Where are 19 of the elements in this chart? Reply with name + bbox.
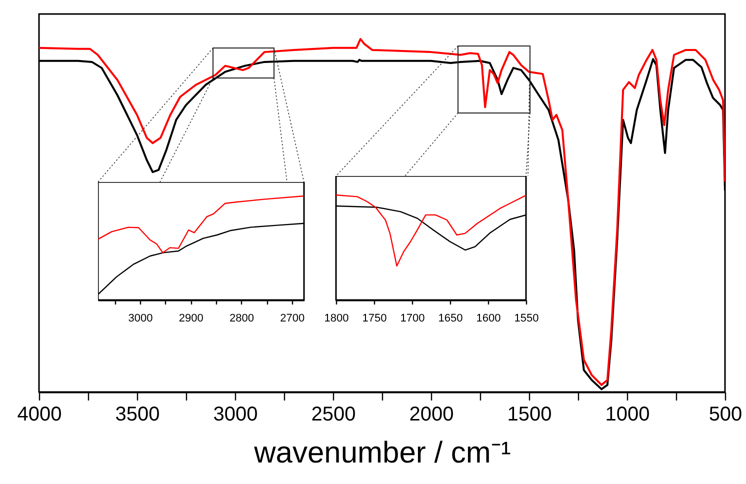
x-tick-label: 3000 (213, 404, 258, 426)
x-tick-label: 1000 (605, 404, 650, 426)
x-tick-label: 3000 (128, 312, 153, 324)
x-tick-label: 2900 (178, 312, 204, 324)
x-tick-label: 1700 (400, 312, 425, 324)
x-tick-label: 1600 (476, 312, 501, 324)
x-tick-label: 2700 (280, 312, 305, 324)
x-tick-label: 1550 (514, 312, 539, 324)
x-tick-label: 500 (708, 404, 742, 426)
x-tick-label: 2800 (229, 312, 254, 324)
x-tick-label: 4000 (17, 404, 62, 426)
x-tick-label: 3500 (115, 404, 160, 426)
x-tick-label: 2000 (409, 404, 454, 426)
x-tick-label: 1800 (324, 312, 349, 324)
x-tick-label: 1650 (438, 312, 463, 324)
x-axis-title: wavenumber / cm⁻¹ (253, 436, 511, 470)
x-tick-label: 1750 (362, 312, 387, 324)
x-tick-label: 1500 (507, 404, 552, 426)
x-tick-label: 2500 (311, 404, 356, 426)
